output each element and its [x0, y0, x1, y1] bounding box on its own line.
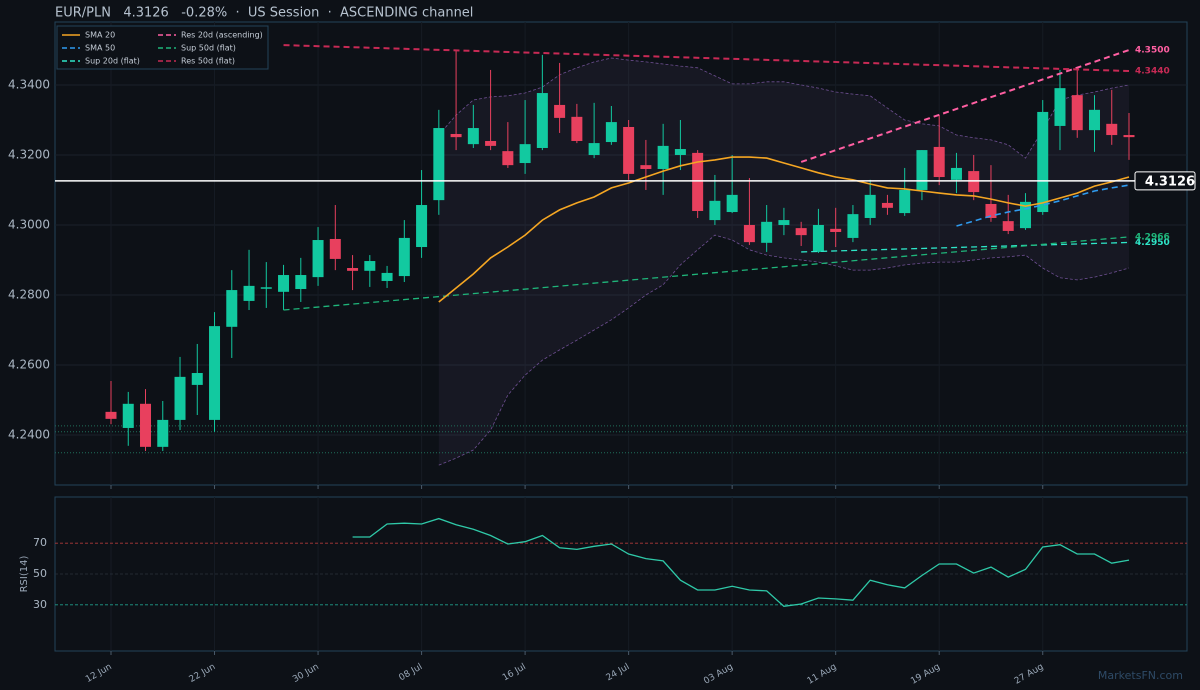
candle-body — [191, 373, 203, 385]
candle-body — [761, 221, 773, 243]
candle-body — [122, 403, 134, 428]
y-tick-label: 4.3200 — [8, 147, 50, 161]
candle-body — [1088, 109, 1100, 131]
candle-body — [260, 287, 272, 289]
candle-body — [812, 224, 824, 252]
candle-body — [1123, 135, 1135, 138]
candle-body — [847, 214, 859, 238]
candle-body — [536, 93, 548, 148]
candle-body — [778, 220, 790, 225]
candle-body — [571, 116, 583, 141]
candle-body — [985, 203, 997, 218]
candle-body — [398, 237, 410, 277]
candle-body — [588, 143, 600, 155]
level-line — [800, 49, 1130, 163]
y-tick-label: 4.3400 — [8, 77, 50, 91]
candle-body — [709, 200, 721, 221]
candle-body — [640, 165, 652, 169]
candle-body — [933, 146, 945, 178]
candle-body — [830, 228, 842, 232]
legend-label: Res 20d (ascending) — [181, 31, 263, 40]
candle-body — [174, 376, 186, 420]
y-tick-label: 4.2400 — [8, 427, 50, 441]
level-label: 4.3500 — [1135, 45, 1170, 55]
candle-body — [485, 140, 497, 146]
candle-body — [105, 411, 117, 419]
legend-label: Sup 50d (flat) — [181, 44, 236, 53]
level-label: 4.2966 — [1135, 232, 1170, 242]
chart-title: EUR/PLN 4.3126 -0.28% · US Session · ASC… — [55, 6, 473, 21]
level-line — [283, 44, 1130, 72]
y-tick-label: 4.2600 — [8, 357, 50, 371]
legend-label: Res 50d (flat) — [181, 57, 235, 66]
price-tag: 4.3126 — [1145, 174, 1195, 189]
main-panel — [54, 21, 1188, 486]
candle-body — [554, 104, 566, 118]
candle-body — [881, 202, 893, 208]
sma-line — [438, 156, 1130, 303]
candle-body — [726, 194, 738, 213]
candle-body — [347, 268, 359, 271]
candle-body — [467, 128, 479, 145]
candle-body — [743, 224, 755, 243]
candle-body — [226, 290, 238, 327]
candle-body — [295, 275, 307, 290]
level-line — [283, 236, 1130, 311]
candle-body — [864, 194, 876, 218]
candle-body — [795, 228, 807, 236]
legend-label: SMA 20 — [85, 31, 115, 40]
y-tick-label: 4.2800 — [8, 287, 50, 301]
candle-body — [381, 272, 393, 281]
candle-body — [605, 122, 617, 143]
candle-body — [519, 144, 531, 164]
candle-body — [329, 238, 341, 259]
candle-body — [433, 128, 445, 201]
candle-body — [416, 205, 428, 248]
candle-body — [1106, 123, 1118, 136]
candle-body — [140, 403, 152, 447]
candle-body — [502, 151, 514, 166]
y-tick-label: 70 — [33, 536, 47, 549]
rsi-line — [352, 517, 1130, 607]
band-lower — [438, 234, 1130, 466]
legend-label: SMA 50 — [85, 44, 115, 53]
level-label: 4.3440 — [1135, 66, 1170, 76]
candle-body — [312, 240, 324, 278]
level-label: 4.2950 — [1135, 238, 1170, 248]
y-axis-label: RSI(14) — [19, 556, 30, 593]
candle-body — [1002, 221, 1014, 231]
watermark: MarketsFN.com — [1098, 669, 1183, 682]
candle-body — [1054, 88, 1066, 126]
y-tick-label: 50 — [33, 567, 47, 580]
level-line — [801, 241, 1130, 253]
candle-body — [1037, 111, 1049, 213]
candle-body — [243, 285, 255, 301]
candle-body — [1071, 95, 1083, 131]
candle-body — [657, 145, 669, 169]
candle-body — [916, 150, 928, 190]
candle-body — [899, 189, 911, 214]
y-tick-label: 4.3000 — [8, 217, 50, 231]
candle-body — [278, 275, 290, 292]
candle-body — [209, 326, 221, 420]
candle-body — [364, 261, 376, 271]
candle-body — [674, 149, 686, 155]
candle-body — [1019, 201, 1031, 229]
candle-body — [692, 152, 704, 211]
candle-body — [950, 167, 962, 180]
candle-body — [450, 133, 462, 138]
legend-label: Sup 20d (flat) — [85, 57, 140, 66]
y-tick-label: 30 — [33, 598, 47, 611]
candle-body — [157, 419, 169, 447]
band-upper — [438, 57, 1130, 159]
price-tag-box — [1134, 171, 1196, 191]
candle-body — [623, 126, 635, 174]
